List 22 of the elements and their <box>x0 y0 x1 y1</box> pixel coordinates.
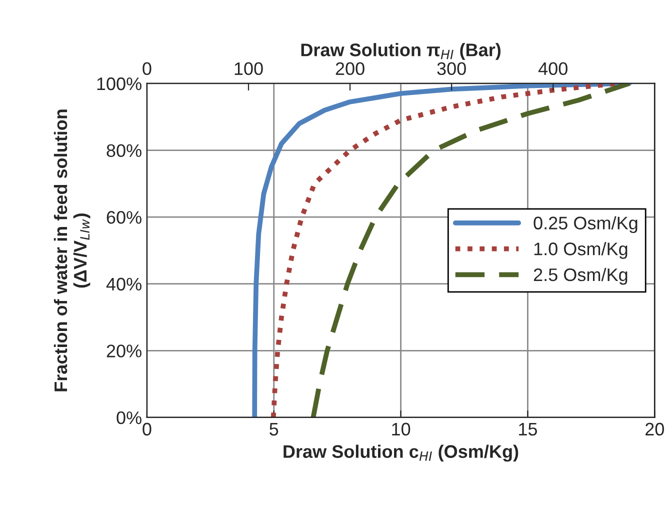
x-tick-label: 15 <box>519 422 538 436</box>
legend-label: 2.5 Osm/Kg <box>534 268 628 285</box>
x-tick-label: 0 <box>142 422 152 436</box>
y-axis-title: Fraction of water in feed solution (ΔV/V$_{LIw}$) <box>54 110 90 392</box>
x2-tick-label: 300 <box>437 62 466 76</box>
legend-label: 0.25 Osm/Kg <box>534 216 638 234</box>
x2-tick-label: 400 <box>538 62 568 76</box>
y-tick-label: 80% <box>106 144 142 157</box>
y-tick-label: 0% <box>116 411 142 424</box>
x-tick-label: 5 <box>270 422 278 436</box>
x-tick-label: 20 <box>646 422 664 436</box>
x2-axis-title: Draw Solution π$_{HI}$ (Bar) <box>301 43 500 60</box>
x2-tick-label: 200 <box>336 62 364 76</box>
x2-tick-label: 0 <box>142 62 152 76</box>
x-axis-title: Draw Solution c$_{HI}$ (Osm/Kg) <box>284 444 518 462</box>
y-tick-label: 100% <box>97 77 142 90</box>
y-tick-label: 60% <box>106 211 142 224</box>
legend-label: 1.0 Osm/Kg <box>534 242 628 259</box>
y-tick-label: 20% <box>106 344 142 358</box>
y-tick-label: 40% <box>106 278 142 291</box>
x-tick-label: 10 <box>392 422 410 436</box>
x2-tick-label: 100 <box>234 62 263 76</box>
